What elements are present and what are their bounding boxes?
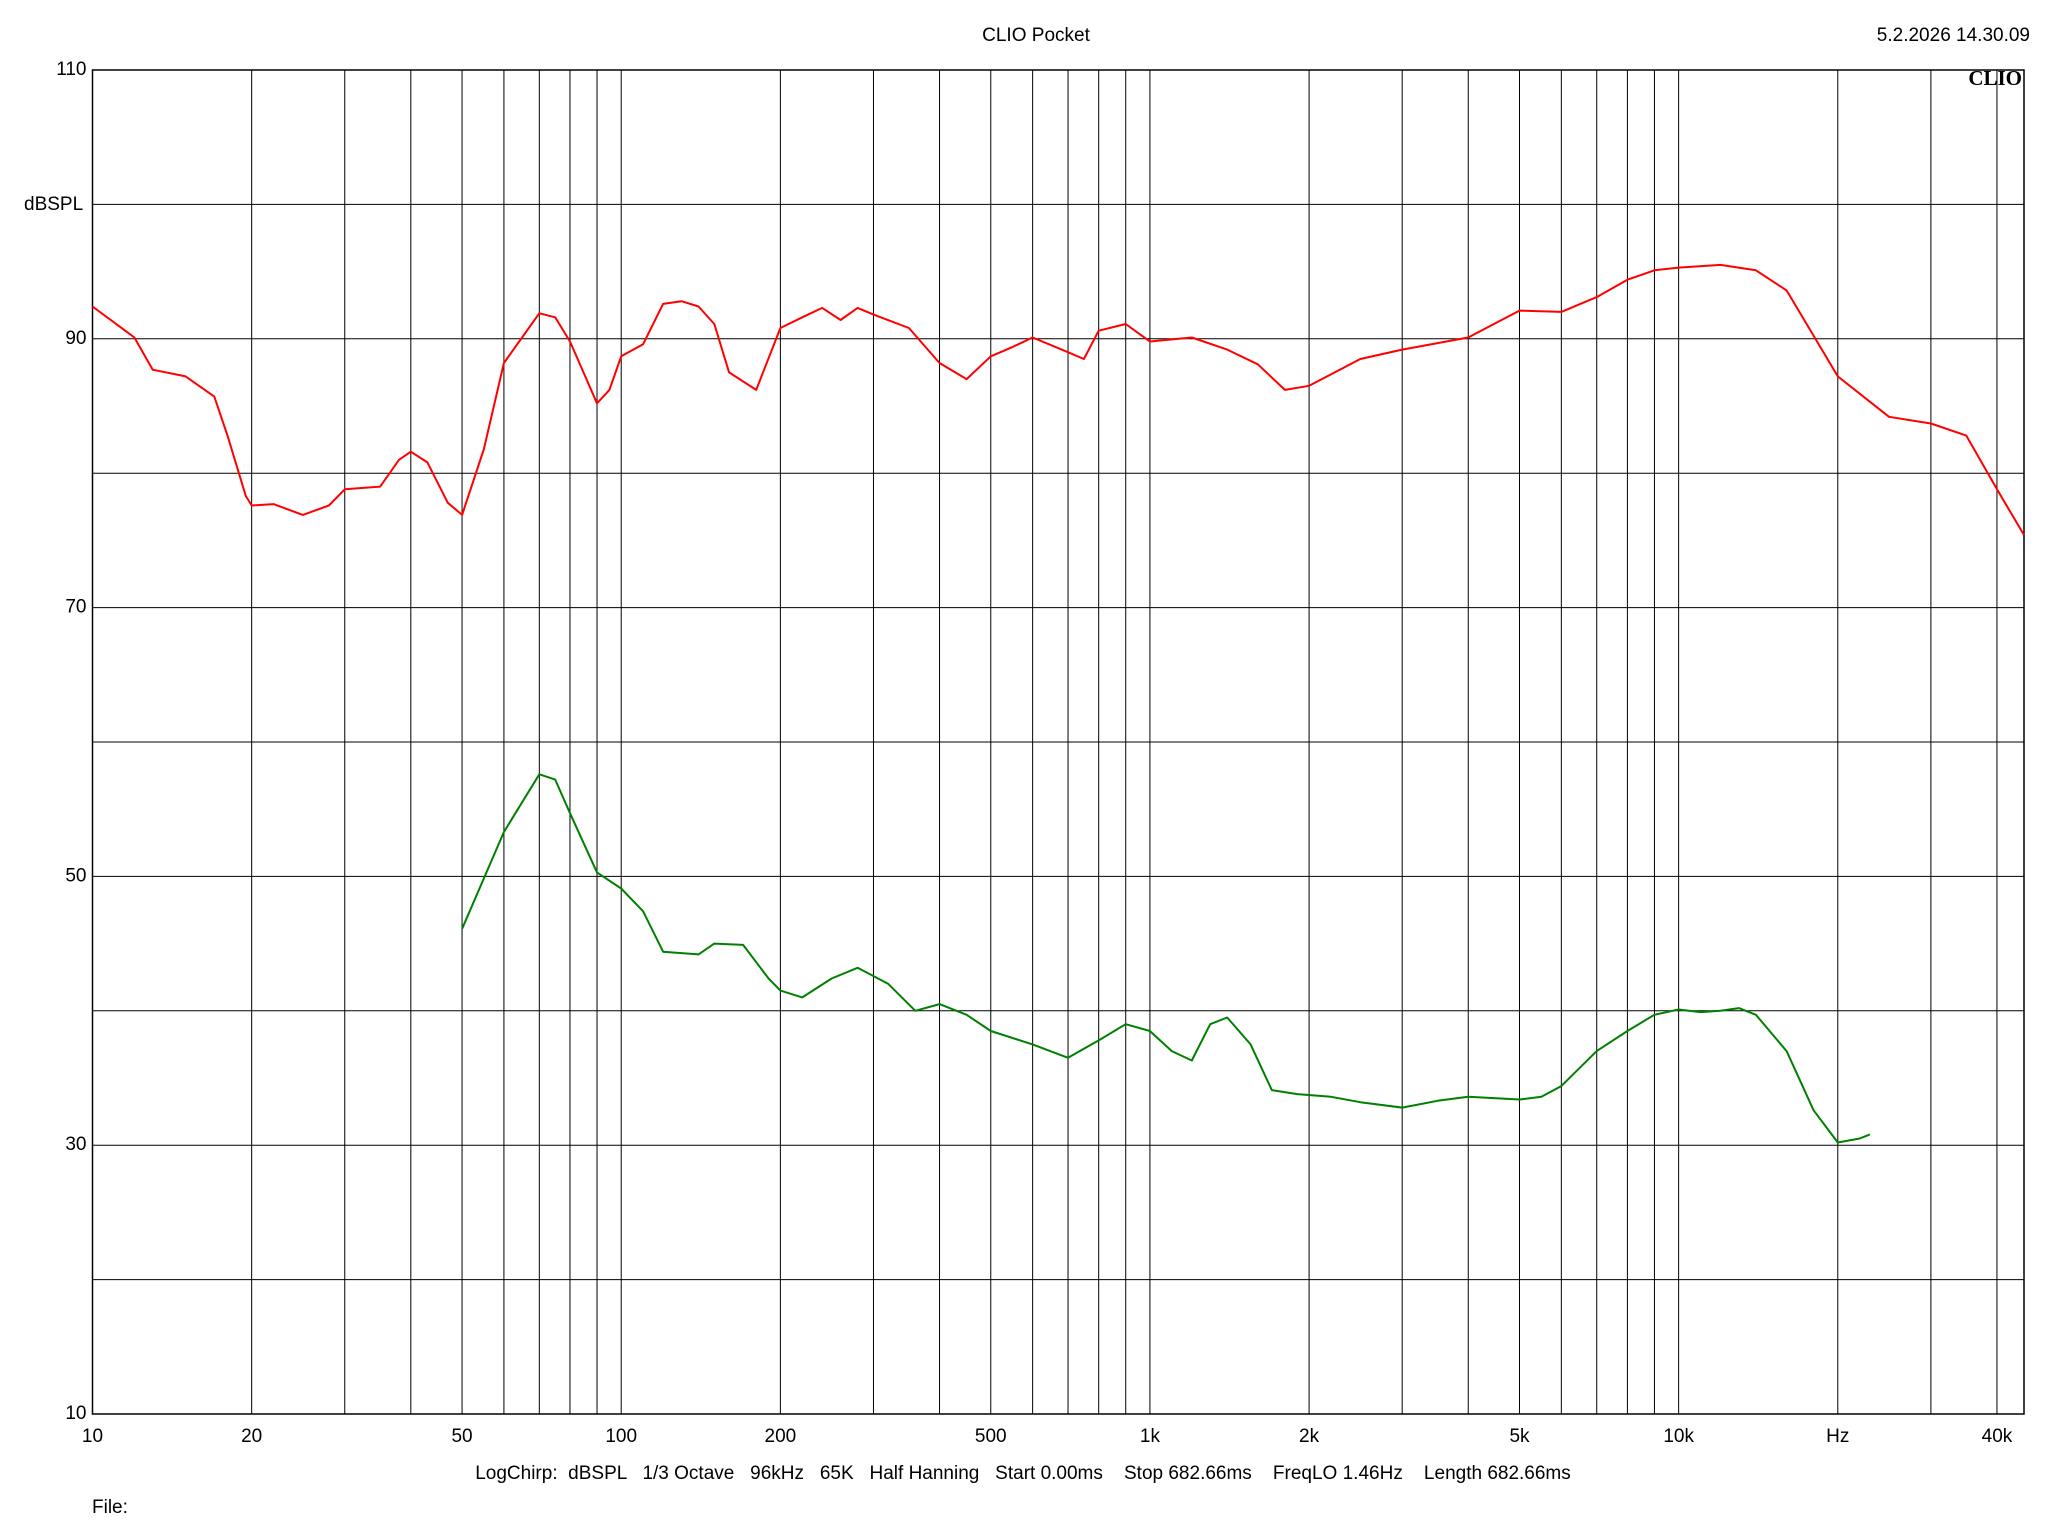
file-label: File: (92, 1497, 128, 1518)
y-axis-label: dBSPL (24, 194, 83, 215)
y-tick-label: 50 (65, 865, 86, 886)
x-tick-label: 20 (241, 1426, 262, 1447)
chart-title: CLIO Pocket (982, 25, 1090, 46)
x-tick-label: 500 (975, 1426, 1007, 1447)
x-tick-label: 2k (1299, 1426, 1320, 1447)
x-tick-label: 5k (1509, 1426, 1530, 1447)
response-curve (461, 773, 1871, 1144)
footer: LogChirp: dBSPL 1/3 Octave 96kHz 65K Hal… (475, 1463, 1571, 1484)
y-tick-label: 90 (65, 328, 86, 349)
x-tick-label: 200 (765, 1426, 797, 1447)
timestamp: 5.2.2026 14.30.09 (1877, 25, 2030, 46)
x-tick-label: Hz (1826, 1426, 1849, 1447)
x-tick-label: 1k (1140, 1426, 1161, 1447)
y-tick-label: 110 (56, 59, 86, 80)
response-curve (91, 263, 2025, 536)
y-tick-label: 10 (65, 1403, 86, 1424)
x-tick-label: 10k (1663, 1426, 1694, 1447)
x-tick-label: 40k (1982, 1426, 2013, 1447)
y-tick-label: 70 (65, 597, 86, 618)
x-tick-label: 100 (605, 1426, 637, 1447)
x-tick-label: 50 (451, 1426, 472, 1447)
x-tick-label: 10 (82, 1426, 103, 1447)
y-tick-label: 30 (65, 1134, 86, 1155)
